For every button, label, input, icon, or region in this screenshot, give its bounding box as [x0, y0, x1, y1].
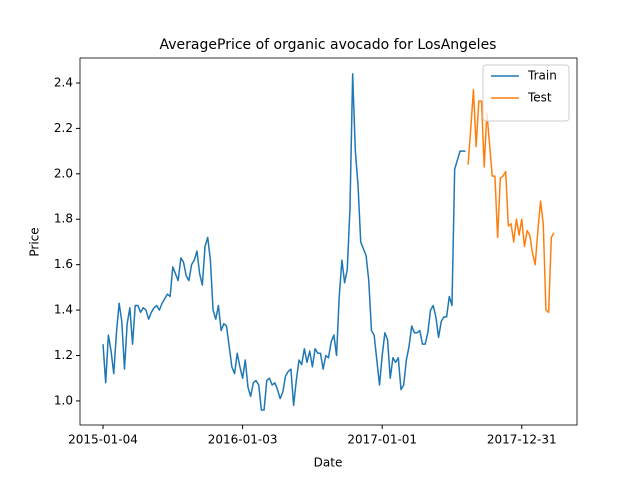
x-tick-label: 2015-01-04: [68, 433, 138, 447]
y-tick-label: 2.4: [54, 75, 73, 89]
data-line: [467, 89, 555, 314]
x-tick-label: 2017-01-01: [347, 433, 417, 447]
y-tick-label: 1.0: [54, 393, 73, 407]
data-line: [102, 73, 466, 411]
x-tick-label: 2016-01-03: [208, 433, 278, 447]
y-tick-label: 1.6: [54, 257, 73, 271]
y-tick-label: 2.2: [54, 121, 73, 135]
axes-frame: [79, 57, 578, 426]
legend-label: Test: [527, 91, 552, 105]
y-tick-label: 2.0: [54, 166, 73, 180]
x-axis-label: Date: [314, 456, 343, 470]
y-tick-label: 1.8: [54, 212, 73, 226]
legend-box: [482, 64, 570, 122]
legend: Train Test: [482, 64, 570, 122]
y-axis-label: Price: [28, 227, 42, 256]
legend-label: Train: [527, 69, 557, 83]
chart-title: AveragePrice of organic avocado for LosA…: [160, 37, 497, 53]
y-tick-label: 1.2: [54, 348, 73, 362]
x-tick-label: 2017-12-31: [487, 433, 557, 447]
y-tick-label: 1.4: [54, 303, 73, 317]
